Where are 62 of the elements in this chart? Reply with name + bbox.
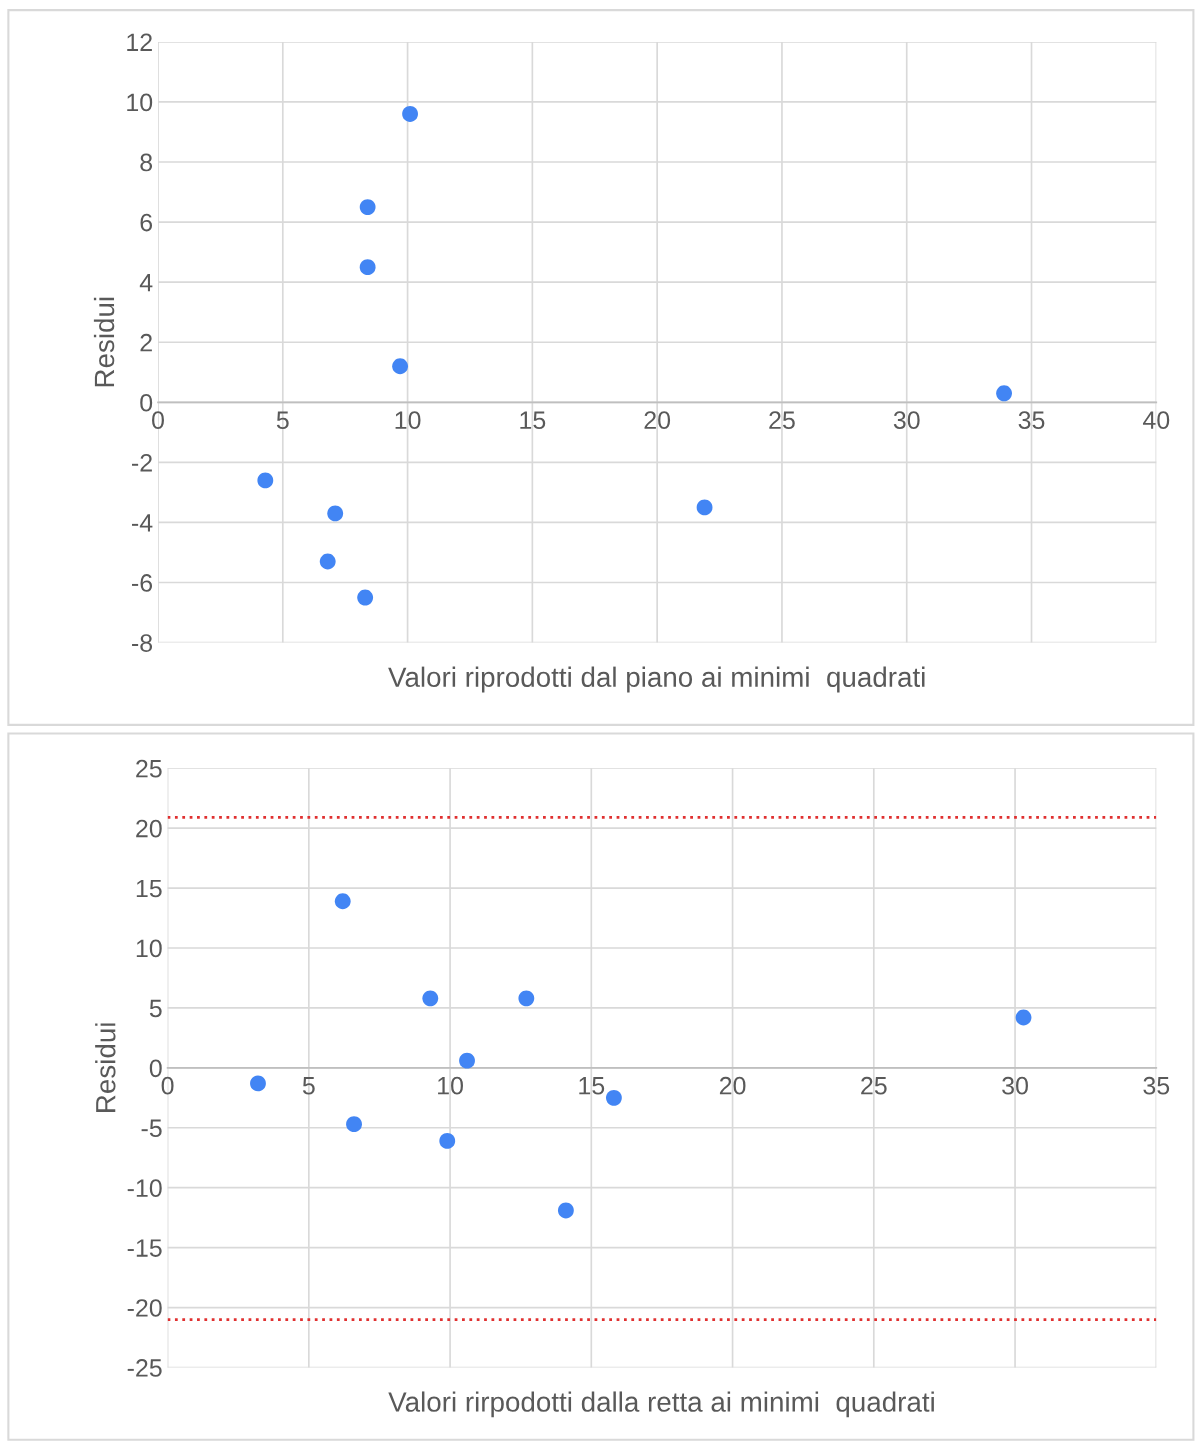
point (250, 1075, 266, 1092)
point (459, 1052, 475, 1069)
x-tick-label: 10 (395, 411, 421, 429)
y-tick-label: -20 (127, 1299, 162, 1317)
point (422, 990, 439, 1007)
y-tick-label: 0 (140, 393, 153, 412)
point (1015, 1009, 1032, 1026)
y-tick-label: 0 (149, 1059, 162, 1078)
y-tick-label: -5 (141, 1119, 162, 1138)
point (439, 1133, 456, 1149)
point (257, 472, 274, 489)
point (357, 589, 374, 606)
y-tick-label: -6 (132, 574, 153, 592)
x-tick-label: 30 (1002, 1076, 1028, 1095)
y-tick-label: -25 (127, 1359, 162, 1377)
y-tick-label: -2 (132, 453, 152, 472)
x-tick-label: 5 (302, 1077, 315, 1095)
x-tick-label: 10 (438, 1076, 463, 1095)
x-tick-label: 25 (861, 1076, 887, 1095)
x-tick-label: 35 (1018, 411, 1045, 429)
x-tick-label: 15 (579, 1077, 605, 1095)
point (518, 990, 535, 1007)
y-tick-label: 20 (136, 819, 162, 838)
y-tick-label: 2 (140, 333, 152, 352)
point (327, 505, 344, 522)
y-tick-label: -4 (132, 514, 153, 532)
x-tick-label: 20 (644, 411, 671, 429)
y-tick-label: -8 (132, 634, 153, 652)
y-tick-label: 4 (139, 274, 153, 292)
point (557, 1202, 574, 1219)
x-tick-label: 30 (893, 411, 920, 429)
x-tick-label: 15 (520, 411, 546, 429)
point (346, 1116, 362, 1133)
y-tick-label: -15 (127, 1239, 162, 1257)
x-tick-label: 20 (719, 1076, 746, 1095)
y-axis-title: Residui (93, 297, 115, 387)
y-tick-label: 10 (127, 93, 153, 112)
x-tick-label: 25 (769, 411, 795, 429)
point (359, 199, 376, 215)
x-axis-title: Valori rirpodotti dalla retta ai minimi quadrati (388, 1391, 934, 1418)
y-tick-label: 25 (136, 759, 162, 778)
point (359, 259, 376, 276)
y-tick-label: -10 (127, 1179, 162, 1197)
point (319, 553, 336, 570)
y-axis-title: Residui (95, 1023, 116, 1112)
y-tick-label: 12 (127, 33, 152, 51)
y-tick-label: 8 (140, 153, 153, 172)
y-tick-label: 6 (140, 213, 153, 232)
point (996, 385, 1012, 402)
x-tick-label: 35 (1143, 1076, 1170, 1095)
y-tick-label: 5 (149, 999, 162, 1018)
point (696, 499, 713, 516)
x-axis-title: Valori riprodotti dal piano ai minimi quadrati (388, 666, 925, 693)
point (334, 893, 351, 910)
point (402, 106, 418, 122)
x-tick-label: 5 (276, 411, 289, 429)
y-tick-label: 10 (136, 939, 162, 958)
point (606, 1089, 622, 1106)
x-tick-label: 0 (161, 1076, 174, 1095)
x-tick-label: 40 (1142, 411, 1170, 429)
y-tick-label: 15 (136, 879, 162, 898)
point (392, 358, 409, 375)
